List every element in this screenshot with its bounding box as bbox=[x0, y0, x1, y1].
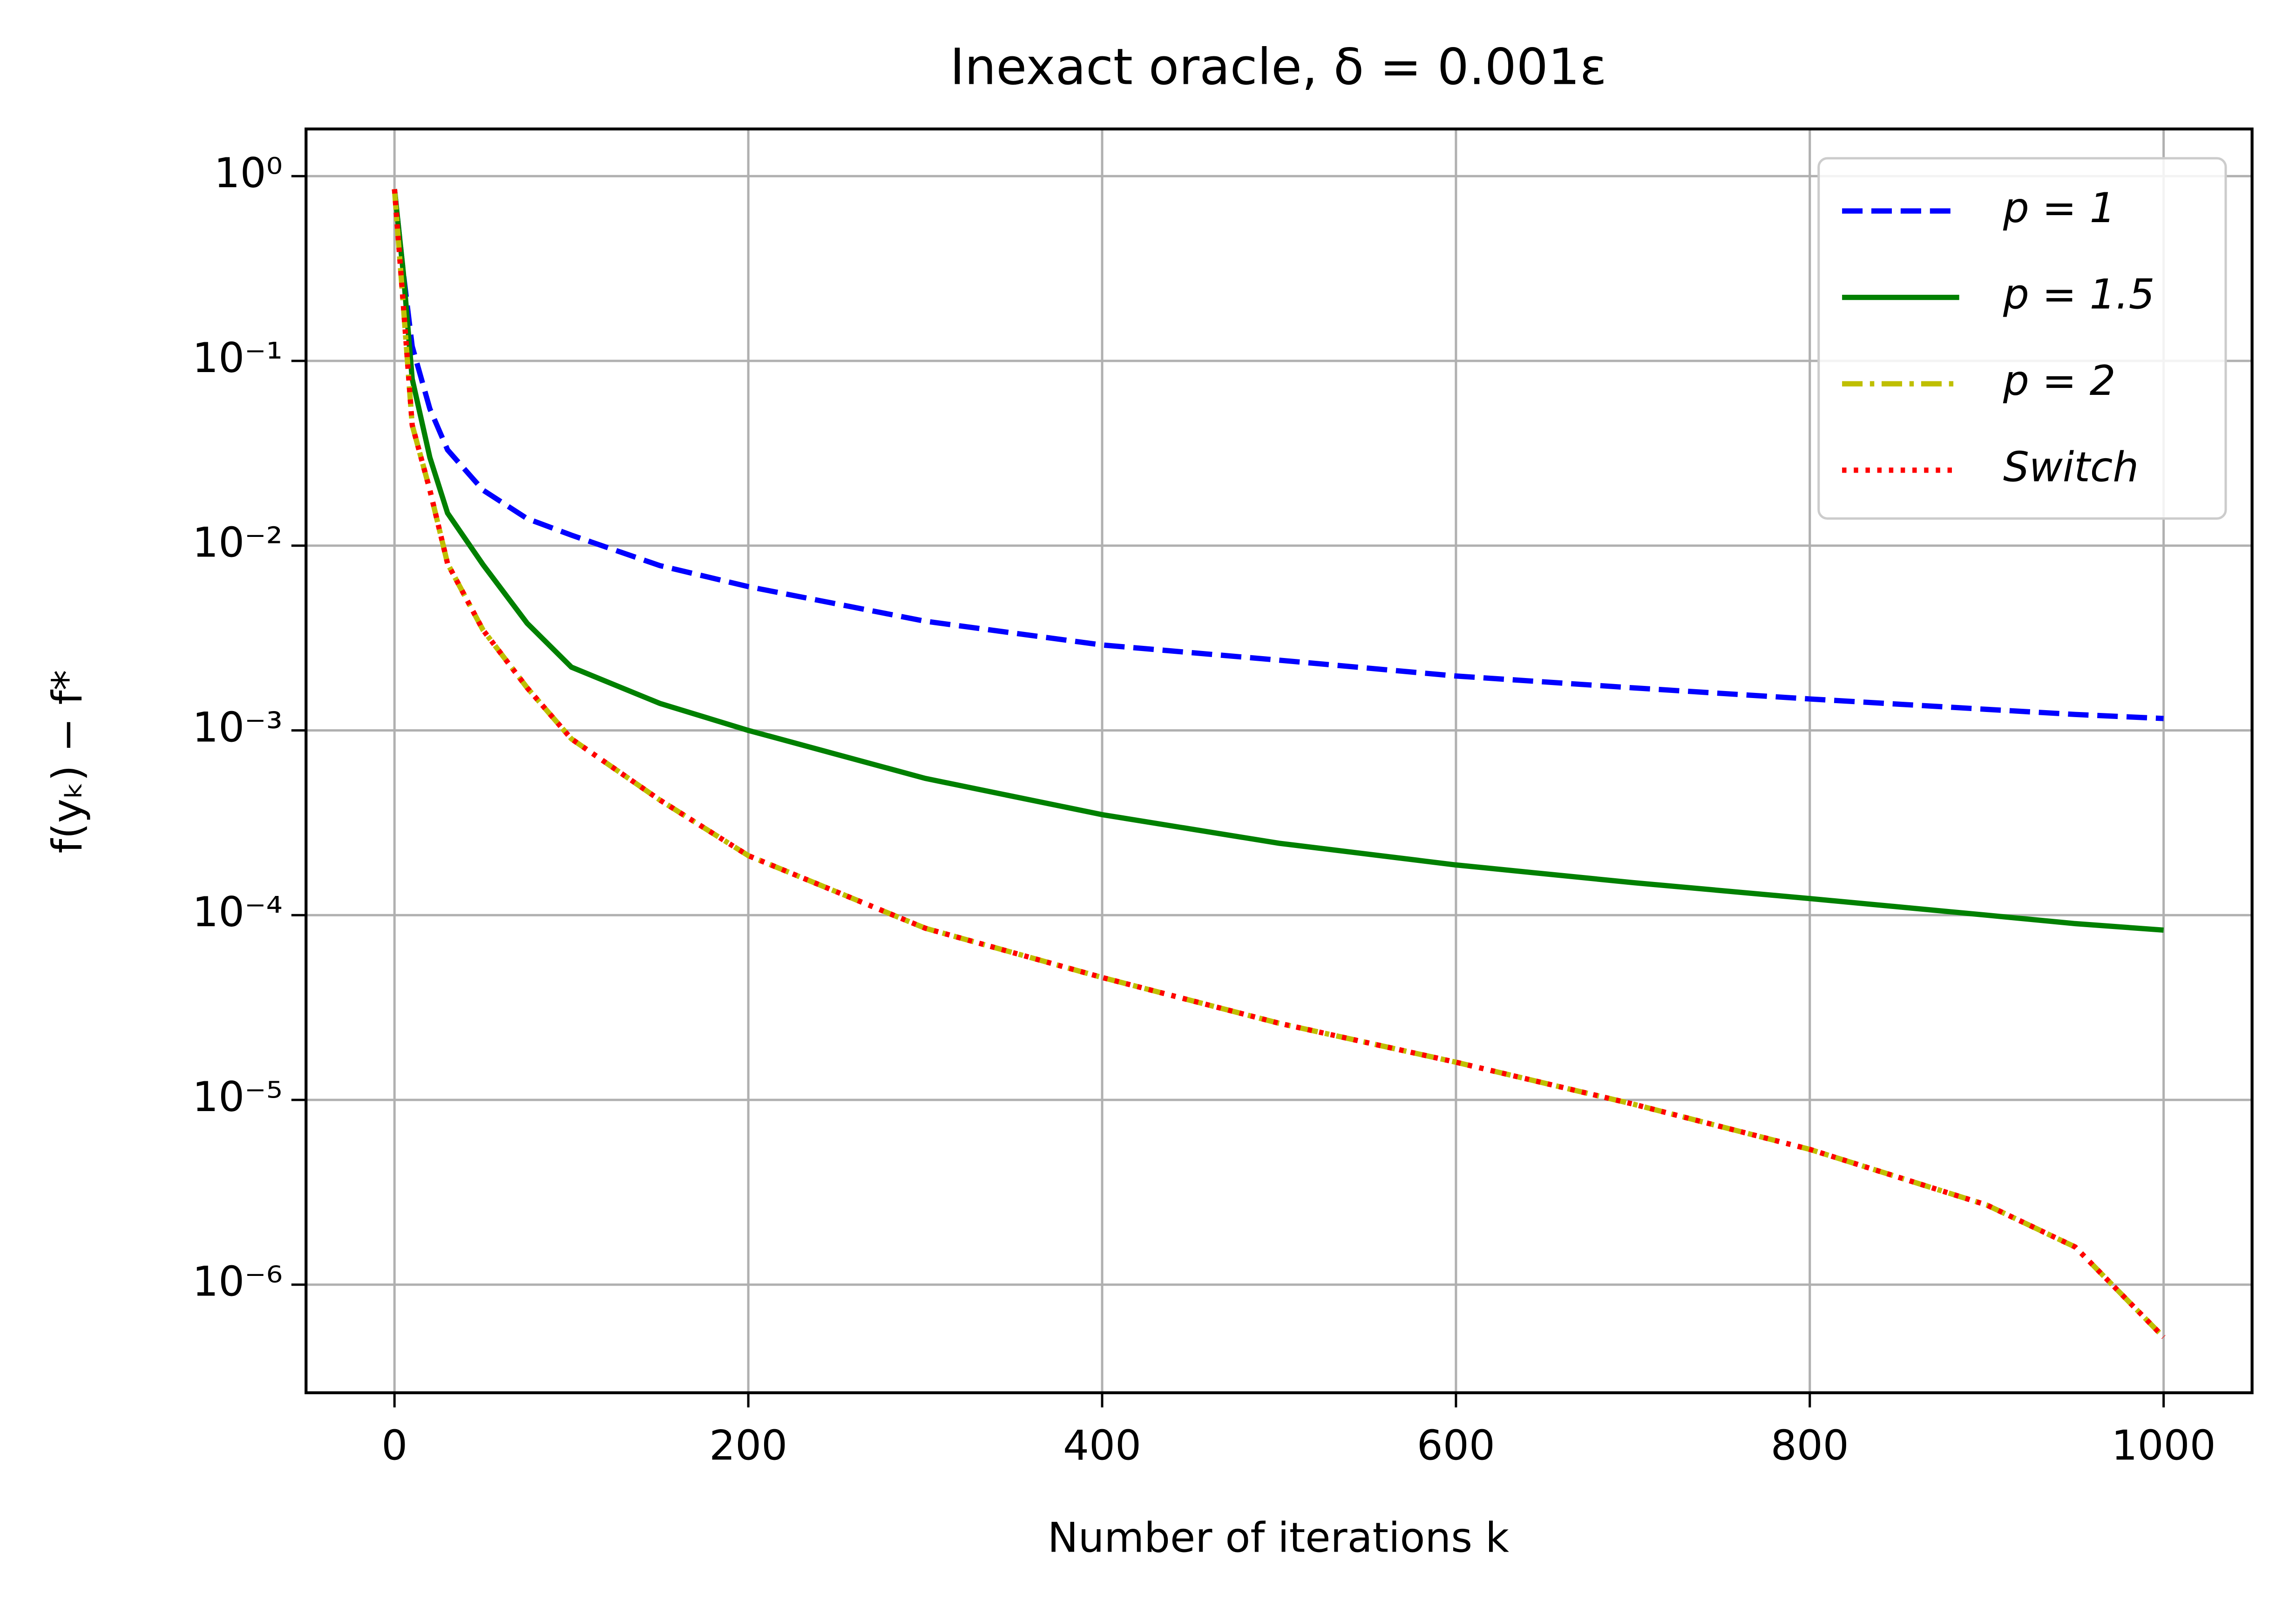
y-tick-label: 10⁻⁶ bbox=[192, 1258, 283, 1306]
legend-label: p = 2 bbox=[2003, 357, 2116, 405]
x-tick-label: 800 bbox=[1771, 1421, 1849, 1469]
y-tick-label: 10⁻⁴ bbox=[192, 888, 283, 936]
series-line bbox=[392, 189, 2166, 1339]
series-line bbox=[392, 189, 2164, 721]
y-tick-label: 10⁻³ bbox=[192, 703, 283, 751]
legend-label: Switch bbox=[2003, 443, 2139, 491]
x-tick-label: 0 bbox=[381, 1421, 407, 1469]
x-tick-label: 600 bbox=[1417, 1421, 1495, 1469]
y-tick-label: 10⁰ bbox=[214, 149, 283, 197]
legend-label: p = 1 bbox=[2003, 184, 2116, 232]
plot-frame bbox=[305, 127, 2254, 1395]
y-tick-label: 10⁻⁵ bbox=[192, 1073, 283, 1121]
x-axis-label: Number of iterations k bbox=[1048, 1513, 1509, 1561]
legend-label: p = 1.5 bbox=[2003, 271, 2155, 319]
series-line bbox=[392, 189, 2164, 933]
x-tick-label: 200 bbox=[709, 1421, 787, 1469]
legend-box bbox=[1817, 157, 2227, 520]
x-tick-label: 400 bbox=[1063, 1421, 1141, 1469]
y-tick-label: 10⁻² bbox=[192, 519, 283, 567]
y-axis-label: f(yₖ) − f* bbox=[43, 670, 91, 853]
chart-title: Inexact oracle, δ = 0.001ε bbox=[950, 38, 1607, 96]
x-tick-label: 1000 bbox=[2112, 1421, 2216, 1469]
y-tick-label: 10⁻¹ bbox=[192, 334, 283, 382]
